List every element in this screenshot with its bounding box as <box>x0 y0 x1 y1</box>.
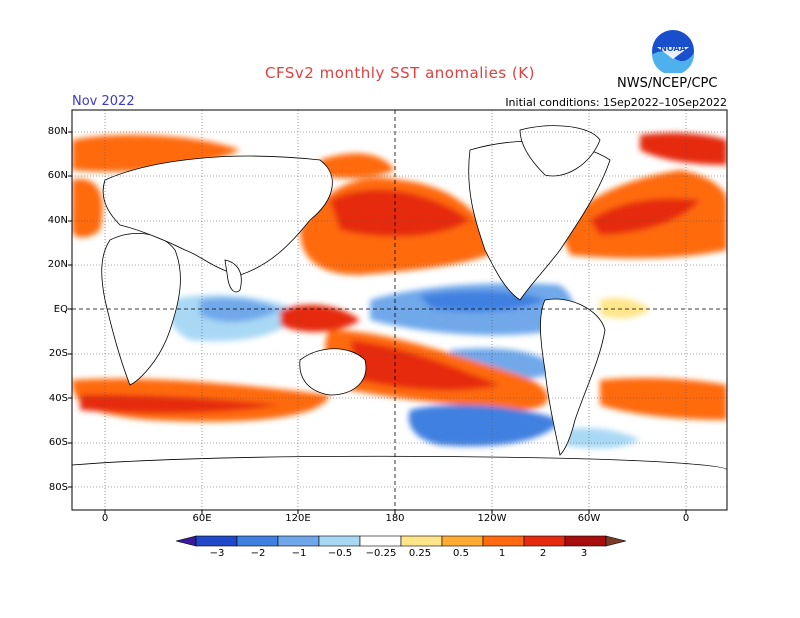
lat-label: 60S <box>48 437 68 448</box>
colorbar-arrow-high <box>605 535 627 547</box>
greenland <box>519 125 601 177</box>
colorbar-segment <box>359 535 402 547</box>
colorbar-segment <box>318 535 361 547</box>
axis-ticks <box>68 131 687 514</box>
reference-lines <box>72 110 727 510</box>
colorbar-tick: 2 <box>539 548 547 559</box>
colorbar-tick: −0.25 <box>365 548 397 559</box>
lat-label: 80S <box>48 482 68 493</box>
lat-label: 20S <box>48 348 68 359</box>
logo-text: NOAA <box>660 44 686 53</box>
lon-label: 60E <box>192 513 212 524</box>
continents <box>72 125 727 510</box>
colorbar-tick: −0.5 <box>327 548 353 559</box>
colorbar-tick: 0.25 <box>408 548 432 559</box>
initial-conditions: Initial conditions: 1Sep2022–10Sep2022 <box>505 96 727 109</box>
antarctica <box>72 455 727 510</box>
colorbar-segment <box>277 535 320 547</box>
colorbar <box>175 535 627 547</box>
lon-label: 0 <box>101 513 109 524</box>
colorbar-tick: −3 <box>209 548 225 559</box>
colorbar-segment <box>564 535 607 547</box>
colorbar-tick: −1 <box>291 548 307 559</box>
lat-label: 20N <box>47 259 68 270</box>
colorbar-tick: 0.5 <box>453 548 469 559</box>
lat-label: 40S <box>48 393 68 404</box>
colorbar-tick: 1 <box>498 548 506 559</box>
valid-month: Nov 2022 <box>72 94 135 109</box>
lat-label: 80N <box>47 126 68 137</box>
colorbar-arrow-low <box>175 535 197 547</box>
lat-label: 60N <box>47 170 68 181</box>
lon-label: 0 <box>682 513 690 524</box>
lon-label: 120W <box>477 513 507 524</box>
lon-label: 120E <box>285 513 311 524</box>
graticule <box>72 110 727 510</box>
lat-label: 40N <box>47 215 68 226</box>
colorbar-segment <box>523 535 566 547</box>
colorbar-segment <box>441 535 484 547</box>
colorbar-tick: −2 <box>250 548 266 559</box>
colorbar-segment <box>195 535 238 547</box>
eurasia <box>102 155 333 276</box>
noaa-logo-icon: NOAA <box>652 30 695 73</box>
credit-text: NWS/NCEP/CPC <box>617 76 718 91</box>
colorbar-segment <box>400 535 443 547</box>
map-frame <box>71 109 728 511</box>
india <box>224 259 242 293</box>
australia <box>299 348 367 396</box>
colorbar-tick: 3 <box>580 548 588 559</box>
lon-label: 180 <box>385 513 405 524</box>
map-title: CFSv2 monthly SST anomalies (K) <box>265 64 535 82</box>
colorbar-segment <box>482 535 525 547</box>
lon-label: 60W <box>577 513 601 524</box>
colorbar-segment <box>236 535 279 547</box>
lat-label: EQ <box>53 304 68 315</box>
